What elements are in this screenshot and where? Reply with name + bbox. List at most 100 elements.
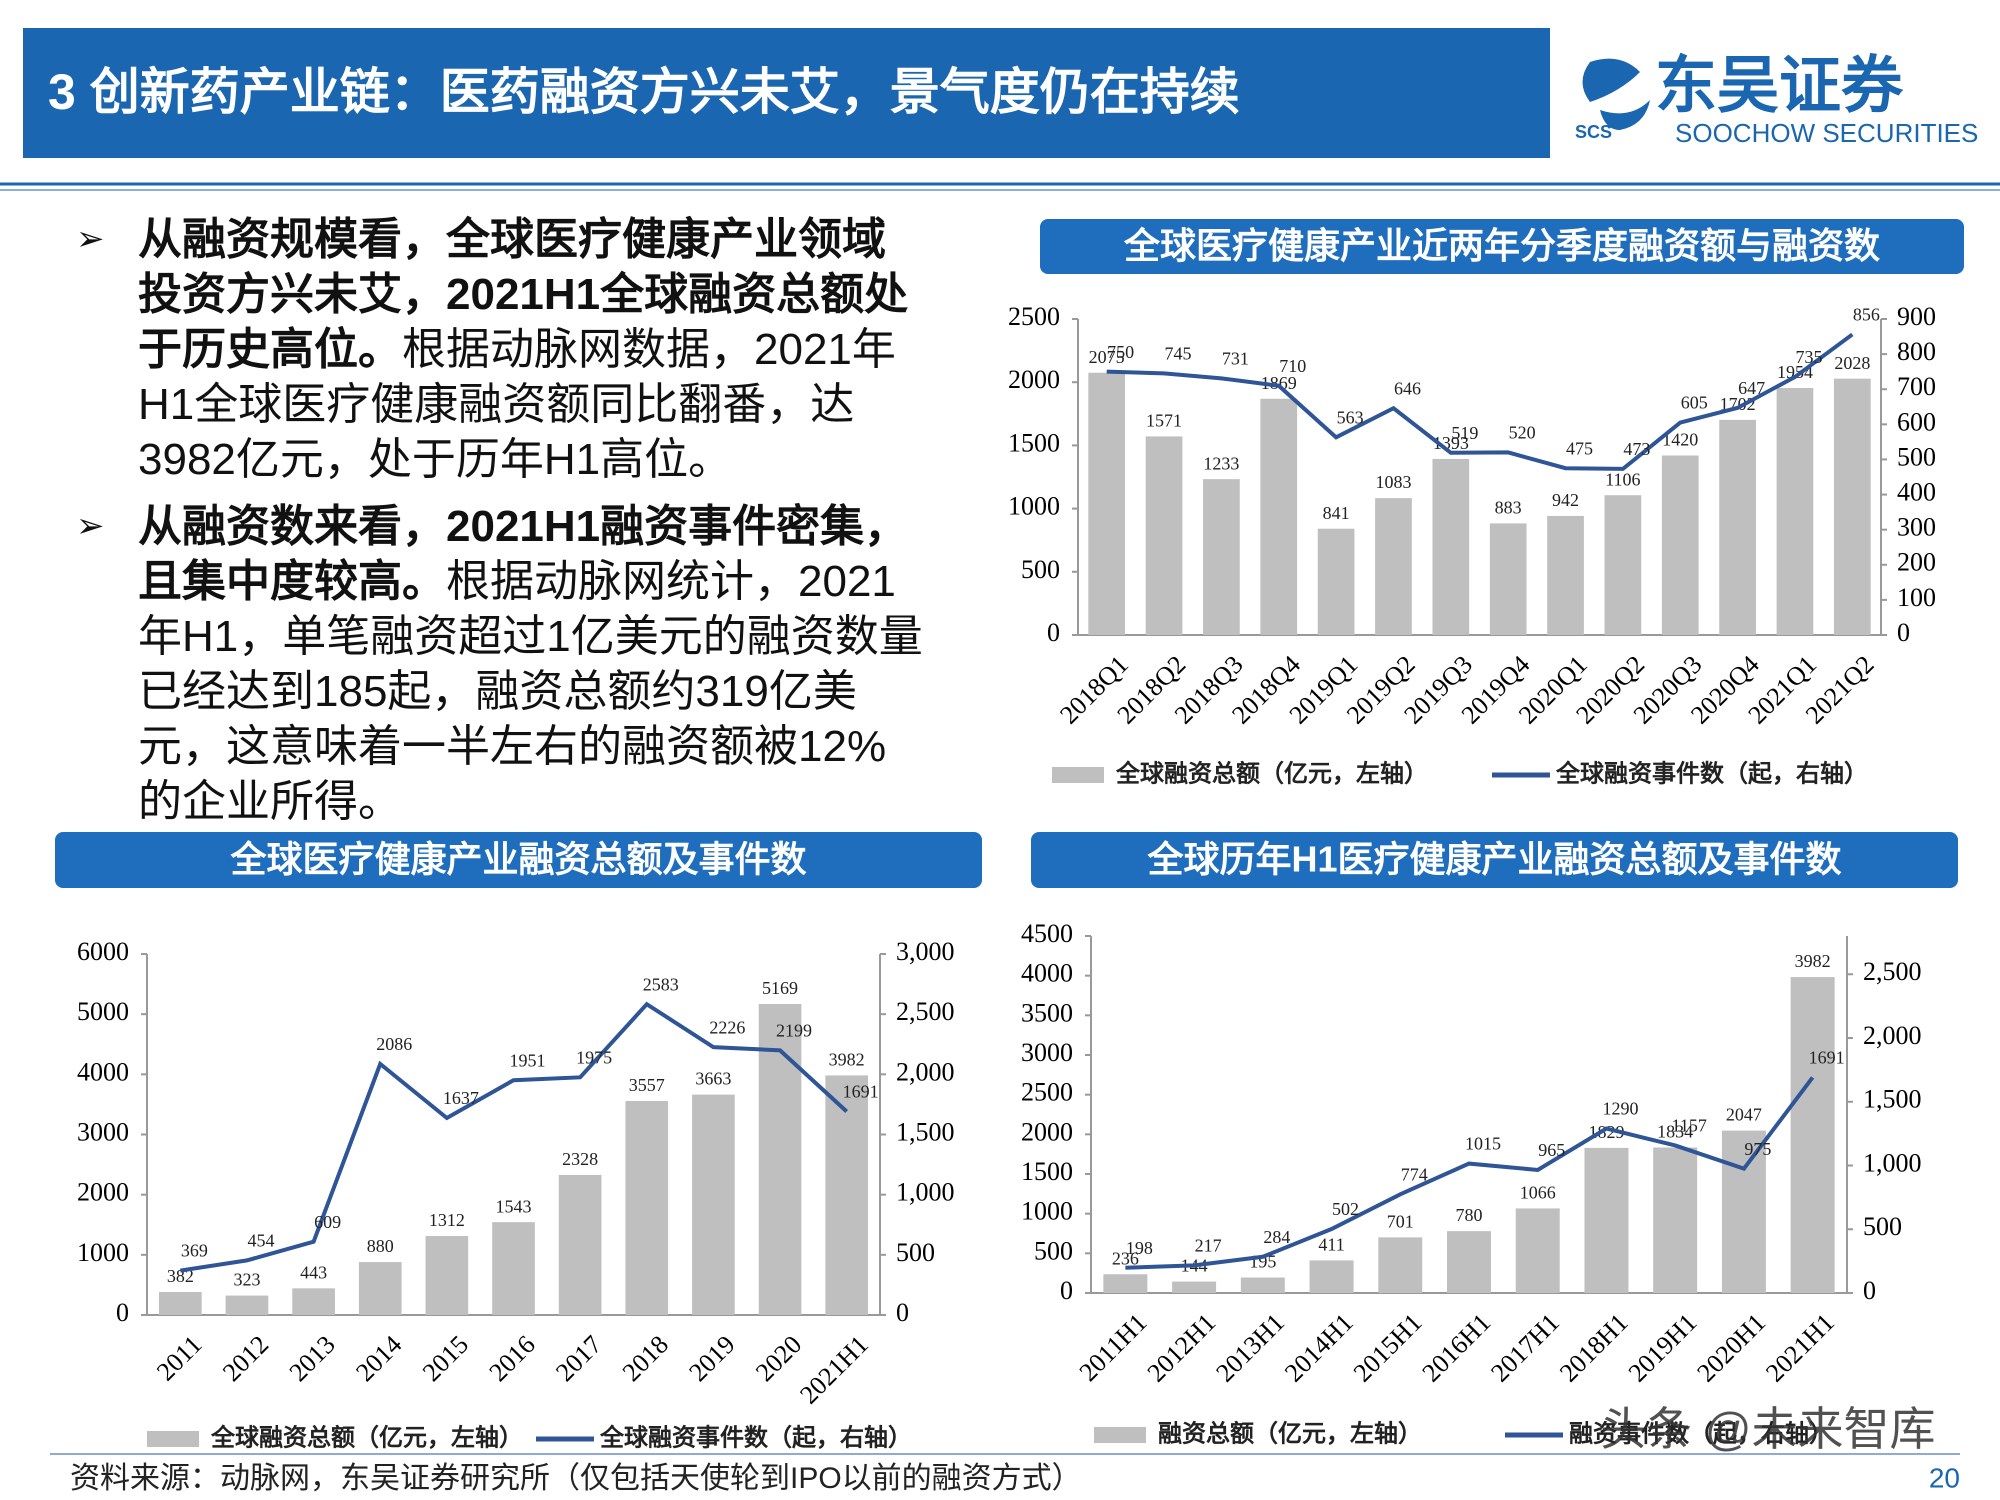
y-tick-label: 3000: [1021, 1038, 1073, 1067]
bar: [1833, 378, 1871, 635]
bar-value-label: 780: [1456, 1205, 1483, 1225]
y2-tick-label: 400: [1897, 478, 1936, 507]
line: [1106, 332, 1854, 471]
y-tick-label: 1500: [1021, 1157, 1073, 1186]
line-value-label: 1975: [576, 1047, 612, 1067]
bullet-body: 根据动脉网统计，2021年H1，单笔融资超过1亿美元的融资数量已经达到185起，…: [138, 557, 923, 826]
bar-value-label: 1106: [1605, 469, 1640, 489]
legend-label: 全球融资事件数（起，右轴）: [1555, 759, 1868, 787]
bar: [1604, 495, 1642, 635]
bar-value-label: 323: [233, 1270, 260, 1290]
bar: [292, 1288, 335, 1315]
x-tick-label: 2019: [683, 1330, 740, 1387]
y-tick-label: 2000: [1021, 1117, 1073, 1146]
y2-tick-label: 500: [1897, 442, 1936, 471]
y-tick-label: 1500: [1008, 428, 1060, 457]
bullet-list: ➢ 从融资规模看，全球医疗健康产业领域投资方兴未艾，2021H1全球融资总额处于历…: [76, 212, 926, 841]
y-tick-label: 4500: [1021, 919, 1073, 948]
watermark: 头条 @未来智库: [1600, 1403, 1935, 1455]
bar: [1172, 1281, 1217, 1293]
line-value-label: 454: [247, 1230, 274, 1250]
line-value-label: 609: [314, 1212, 341, 1232]
legend-label: 全球融资总额（亿元，左轴）: [210, 1423, 523, 1451]
line-value-label: 563: [1337, 407, 1364, 427]
y2-tick-label: 700: [1897, 372, 1936, 401]
line-value-label: 965: [1538, 1140, 1565, 1160]
x-tick-label: 2011H1: [1074, 1308, 1153, 1387]
bullet-arrow: ➢: [76, 507, 105, 545]
bar: [1776, 388, 1814, 635]
line-value-label: 1290: [1602, 1099, 1638, 1119]
line-value-label: 1691: [843, 1082, 879, 1102]
line-value-label: 217: [1195, 1235, 1222, 1255]
x-tick-label: 2015: [417, 1330, 474, 1387]
y2-tick-label: 300: [1897, 513, 1936, 542]
y-tick-label: 0: [1047, 618, 1060, 647]
y2-tick-label: 0: [896, 1298, 909, 1327]
y2-tick-label: 1,000: [896, 1178, 955, 1207]
bar-value-label: 1829: [1588, 1122, 1624, 1142]
logo-icon: [1600, 100, 1650, 130]
chart-title-band: [55, 832, 982, 888]
bar: [1317, 528, 1355, 635]
bar: [758, 1003, 802, 1315]
line-value-label: 284: [1263, 1227, 1290, 1247]
line-value-label: 774: [1401, 1164, 1428, 1184]
line-value-label: 1951: [510, 1050, 546, 1070]
bar-value-label: 2028: [1834, 353, 1870, 373]
bar-value-label: 3663: [695, 1069, 731, 1089]
y2-tick-label: 800: [1897, 337, 1936, 366]
line: [180, 1001, 849, 1273]
y-tick-label: 500: [1034, 1236, 1073, 1265]
chart-title: 全球医疗健康产业融资总额及事件数: [229, 839, 806, 880]
line-value-label: 198: [1126, 1238, 1153, 1258]
bar-value-label: 1834: [1657, 1122, 1693, 1142]
x-tick-label: 2019H1: [1623, 1308, 1703, 1388]
line-value-label: 519: [1451, 423, 1478, 443]
y2-tick-label: 2,500: [1863, 957, 1922, 986]
bullet-body: 根据动脉网数据，2021年H1全球医疗健康融资额同比翻番，达3982亿元，处于历…: [138, 325, 896, 484]
bar: [1584, 1147, 1629, 1293]
bullet-text: 从融资数来看，2021H1融资事件密集，且集中度较高。根据动脉网统计，2021年…: [138, 499, 926, 829]
bar: [1719, 419, 1756, 635]
bar-value-label: 841: [1323, 503, 1350, 523]
chart-title-band: [1031, 832, 1958, 888]
bar-value-label: 1869: [1261, 373, 1297, 393]
bar: [1378, 1237, 1423, 1293]
bar-value-label: 2328: [562, 1149, 598, 1169]
y-tick-label: 2000: [77, 1178, 129, 1207]
bar: [1447, 1231, 1491, 1293]
y2-tick-label: 500: [896, 1238, 935, 1267]
header-title: 3 创新药产业链：医药融资方兴未艾，景气度仍在持续: [48, 64, 1240, 120]
y-tick-label: 3500: [1021, 998, 1073, 1027]
line-value-label: 2199: [776, 1021, 812, 1041]
bar-value-label: 883: [1495, 498, 1522, 518]
bar-value-label: 3982: [1795, 951, 1831, 971]
x-tick-label: 2015H1: [1348, 1308, 1428, 1388]
bullet: ➢ 从融资规模看，全球医疗健康产业领域投资方兴未艾，2021H1全球融资总额处于历…: [76, 212, 926, 487]
bullet-arrow: ➢: [76, 220, 105, 258]
page-number: 20: [1929, 1462, 1960, 1493]
bar-value-label: 701: [1387, 1212, 1414, 1232]
x-tick-label: 2020H1: [1691, 1308, 1771, 1388]
line-value-label: 745: [1165, 344, 1192, 364]
bar: [1088, 372, 1126, 635]
line-value-label: 975: [1744, 1139, 1771, 1159]
bar: [492, 1222, 535, 1315]
legend-label: 融资总额（亿元，左轴）: [1158, 1419, 1422, 1447]
line-value-label: 646: [1394, 378, 1421, 398]
bar: [1203, 479, 1240, 635]
bar-value-label: 2047: [1726, 1105, 1762, 1125]
line-value-label: 750: [1107, 342, 1134, 362]
x-tick-label: 2018: [617, 1330, 674, 1387]
bar: [1103, 1274, 1148, 1293]
y2-tick-label: 500: [1863, 1212, 1902, 1241]
y-tick-label: 2500: [1021, 1078, 1073, 1107]
x-tick-label: 2018H1: [1554, 1308, 1634, 1388]
line-value-label: 2086: [376, 1034, 412, 1054]
legend-swatch: [1094, 1427, 1146, 1443]
y-tick-label: 5000: [77, 997, 129, 1026]
y2-tick-label: 2,000: [896, 1057, 955, 1086]
bar-value-label: 3557: [629, 1075, 665, 1095]
